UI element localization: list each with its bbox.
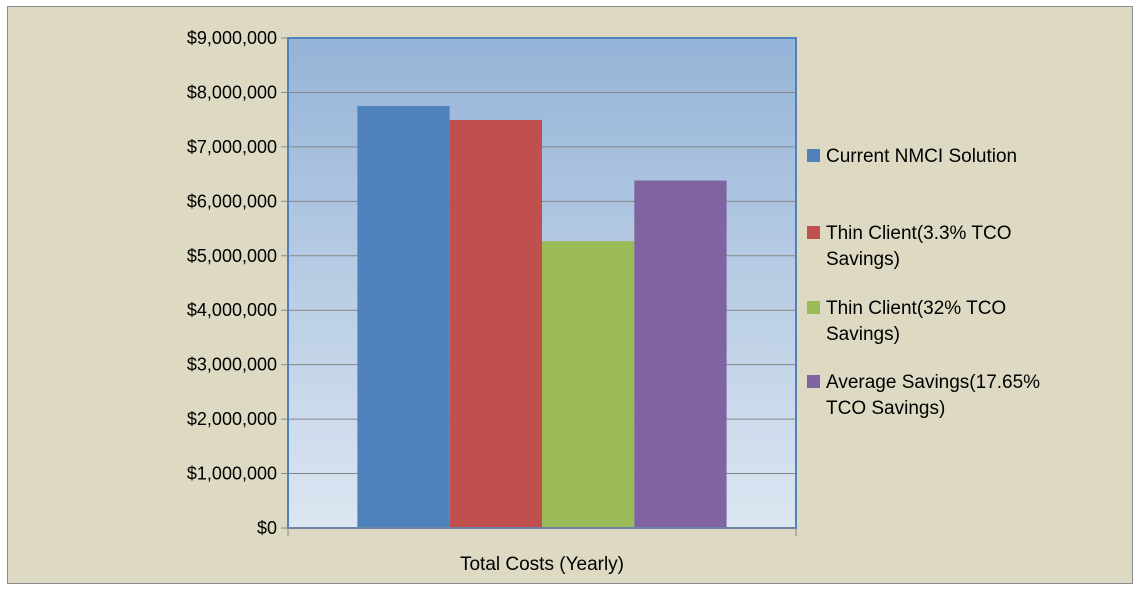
y-axis-tick-labels: $0 $1,000,000 $2,000,000 $3,000,000 $4,000,0…	[187, 28, 277, 538]
bars	[357, 106, 727, 529]
axes	[281, 37, 797, 536]
bar	[634, 180, 727, 528]
legend-label: Savings)	[826, 249, 900, 270]
legend-label: Savings)	[826, 324, 900, 345]
legend-label: Thin Client(32% TCO	[826, 298, 1006, 319]
y-tick-label: $8,000,000	[187, 82, 277, 102]
legend-label: TCO Savings)	[826, 398, 945, 419]
y-tick-label: $7,000,000	[187, 137, 277, 157]
legend-label: Thin Client(3.3% TCO	[826, 223, 1012, 244]
y-tick-label: $2,000,000	[187, 409, 277, 429]
y-tick-label: $4,000,000	[187, 300, 277, 320]
y-tick-label: $3,000,000	[187, 355, 277, 375]
x-axis-category-labels: Total Costs (Yearly)	[460, 554, 624, 575]
x-category-label: Total Costs (Yearly)	[460, 554, 624, 575]
legend: Current NMCI Solution Thin Client(3.3% TC…	[807, 146, 1040, 419]
y-tick-label: $9,000,000	[187, 28, 277, 48]
legend-label: Current NMCI Solution	[826, 146, 1017, 167]
legend-swatch	[807, 301, 820, 314]
bar	[357, 106, 450, 529]
y-tick-label: $5,000,000	[187, 246, 277, 266]
y-tick-label: $1,000,000	[187, 464, 277, 484]
bar	[449, 119, 542, 528]
legend-label: Average Savings(17.65%	[826, 372, 1040, 393]
legend-swatch	[807, 149, 820, 162]
legend-swatch	[807, 375, 820, 388]
legend-swatch	[807, 226, 820, 239]
y-tick-label: $6,000,000	[187, 191, 277, 211]
y-tick-label: $0	[257, 518, 277, 538]
bar	[542, 241, 635, 529]
